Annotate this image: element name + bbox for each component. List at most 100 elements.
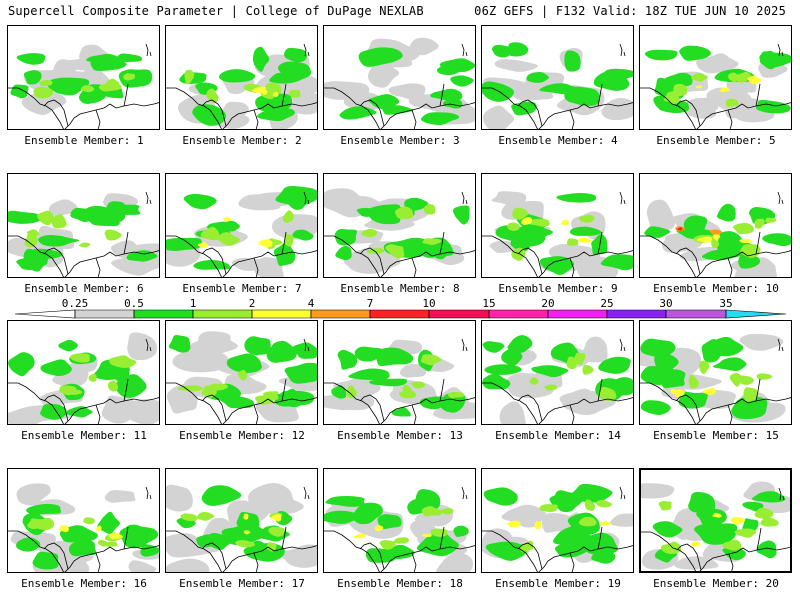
scp-shade-0.25 [101,395,134,424]
scp-shade-0.5 [453,525,469,537]
scp-shade-2 [261,89,268,95]
scp-shade-0.5 [221,522,268,545]
scp-field [324,338,475,424]
scp-shade-0.5 [501,346,523,366]
scp-shade-0.5 [192,104,227,126]
scp-shade-0.5 [368,94,400,111]
scp-shade-0.5 [640,338,676,358]
scp-shade-1 [743,387,758,402]
scp-shade-0.5 [58,339,78,352]
scp-shade-0.25 [104,489,136,503]
colorbar-tick-label: 20 [541,297,554,310]
scp-shade-1 [80,85,95,93]
state-border [675,83,761,129]
scp-shade-1 [26,229,40,237]
ensemble-member-15-map[interactable] [639,320,792,425]
scp-shade-0.5 [415,489,441,513]
state-border [43,378,129,424]
state-border [517,231,603,277]
state-border [676,527,762,571]
coastline [482,382,633,424]
ensemble-member-label: Ensemble Member: 12 [179,429,305,442]
scp-shade-1 [34,517,55,530]
scp-shade-1 [393,537,409,544]
scp-shade-0.5 [38,235,80,247]
ensemble-member-5-map[interactable] [639,25,792,130]
ensemble-member-10-map[interactable] [639,173,792,278]
scp-shade-1 [399,390,416,399]
scp-shade-0.25 [661,234,703,253]
scp-shade-1 [688,375,699,389]
ensemble-member-19-map[interactable] [481,468,634,573]
great-lakes-outline [461,43,468,57]
ensemble-member-16-map[interactable] [7,468,160,573]
ensemble-member-6-map[interactable] [7,173,160,278]
scp-shade-2 [271,513,282,522]
ensemble-member-label: Ensemble Member: 8 [340,282,460,295]
scp-shade-2 [747,75,761,85]
scp-shade-4 [709,229,723,235]
scp-shade-1 [83,517,95,525]
ensemble-member-11-map[interactable] [7,320,160,425]
ensemble-member-3-map[interactable] [323,25,476,130]
scp-field [324,37,475,129]
scp-shade-0.5 [531,365,569,378]
scp-shade-0.5 [591,233,608,256]
scp-shade-1 [366,247,385,255]
colorbar-tick-label: 10 [422,297,435,310]
scp-shade-0.5 [742,501,764,512]
scp-shade-0.5 [8,352,35,377]
scp-field [8,483,159,572]
scp-shade-0.5 [696,508,727,526]
ensemble-member-1-map[interactable] [7,25,160,130]
scp-shade-1 [33,86,54,99]
scp-shade-1 [673,83,688,97]
state-border [517,83,603,129]
scp-shade-1 [544,384,558,391]
ensemble-member-8-map[interactable] [323,173,476,278]
scp-shade-0.5 [23,70,42,85]
scp-shade-0.5 [391,407,411,417]
ensemble-member-label: Ensemble Member: 5 [656,134,776,147]
scp-shade-1 [566,238,579,246]
scp-shade-2 [739,238,752,244]
scp-shade-0.5 [482,373,511,390]
scp-shade-1 [123,73,135,81]
scp-shade-2 [703,387,716,396]
scp-shade-1 [539,504,558,513]
scp-shade-2 [243,530,251,535]
scp-field [166,331,317,424]
coastline [166,382,317,424]
colorbar-segment [547,309,608,319]
scp-shade-0.5 [436,64,462,76]
ensemble-member-4-map[interactable] [481,25,634,130]
scp-shade-0.5 [284,47,307,63]
ensemble-member-13-map[interactable] [323,320,476,425]
ensemble-member-7-map[interactable] [165,173,318,278]
ensemble-member-2-map[interactable] [165,25,318,130]
scp-shade-1 [196,511,215,521]
ensemble-member-20-map[interactable] [639,468,792,573]
great-lakes-outline [777,43,784,57]
ensemble-member-9-map[interactable] [481,173,634,278]
scp-shade-0.5 [106,201,126,223]
state-border [675,231,761,277]
scp-shade-1 [658,500,672,511]
ensemble-member-label: Ensemble Member: 3 [340,134,460,147]
scp-shade-0.5 [117,53,143,63]
scp-shade-0.25 [562,388,606,412]
great-lakes-outline [777,338,784,352]
ensemble-member-12-map[interactable] [165,320,318,425]
scp-shade-2 [521,217,533,226]
scp-shade-0.5 [193,259,231,270]
ensemble-member-18-map[interactable] [323,468,476,573]
scp-shade-0.5 [516,226,553,237]
ensemble-member-17-map[interactable] [165,468,318,573]
ensemble-member-label: Ensemble Member: 13 [337,429,463,442]
ensemble-member-14-map[interactable] [481,320,634,425]
coastline [166,87,317,129]
scp-shade-0.5 [600,254,633,271]
scp-shade-0.25 [541,512,576,533]
scp-shade-0.5 [716,231,744,258]
scp-shade-0.25 [399,363,427,378]
